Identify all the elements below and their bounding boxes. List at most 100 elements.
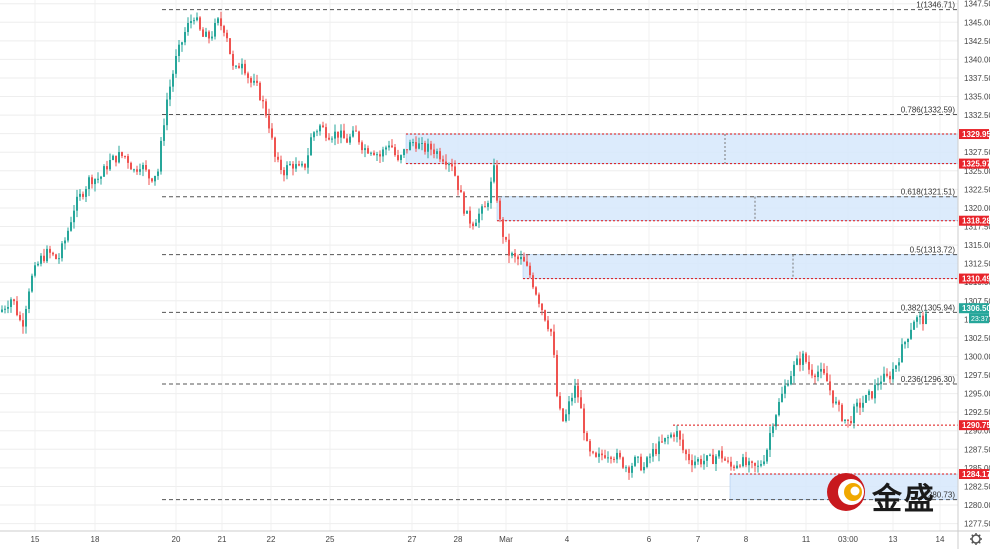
candle-body	[388, 145, 390, 148]
candle-body	[49, 248, 51, 253]
candle-body	[460, 190, 462, 193]
candle-body	[751, 461, 753, 463]
candle-body	[712, 454, 714, 464]
candle-body	[730, 461, 732, 467]
candle-body	[4, 308, 6, 310]
candle-body	[589, 441, 591, 452]
candle-body	[130, 162, 132, 170]
fib-level-label: 0.618(1321.51)	[901, 188, 956, 197]
candle-body	[70, 222, 72, 231]
candle-body	[700, 458, 702, 465]
candle-body	[922, 315, 924, 325]
candle-body	[739, 465, 741, 467]
candle-body	[742, 457, 744, 467]
settings-gear-icon[interactable]	[970, 533, 982, 545]
candle-body	[91, 177, 93, 185]
candle-body	[82, 193, 84, 197]
candle-body	[247, 73, 249, 78]
candle-body	[580, 397, 582, 409]
candle-body	[178, 44, 180, 56]
candle-body	[289, 163, 291, 166]
candle-body	[784, 385, 786, 394]
candle-body	[214, 23, 216, 37]
candle-body	[259, 82, 261, 100]
price-tick-label: 1337.50	[964, 74, 990, 83]
candle-body	[703, 460, 705, 465]
candle-body	[52, 252, 54, 255]
candle-body	[511, 253, 513, 256]
candle-body	[823, 368, 825, 374]
price-tick-label: 1332.50	[964, 111, 990, 120]
price-tick-label: 1295.00	[964, 390, 990, 399]
candle-body	[124, 156, 126, 158]
candle-body	[28, 291, 30, 309]
fib-level-label: 0.786(1332.59)	[901, 105, 956, 114]
candle-body	[550, 329, 552, 332]
candle-body	[568, 401, 570, 415]
candle-body	[67, 230, 69, 241]
candle-body	[745, 457, 747, 466]
candle-body	[649, 456, 651, 458]
candle-layer	[1, 11, 927, 480]
candle-body	[463, 192, 465, 214]
candle-body	[349, 136, 351, 143]
candle-body	[268, 115, 270, 129]
candle-body	[391, 145, 393, 148]
candle-body	[913, 321, 915, 330]
candle-body	[760, 464, 762, 466]
candle-body	[778, 401, 780, 416]
price-tick-label: 1292.50	[964, 408, 990, 417]
candle-body	[145, 165, 147, 170]
candle-body	[694, 461, 696, 466]
candle-body	[520, 256, 522, 260]
candle-body	[592, 451, 594, 453]
candle-body	[559, 396, 561, 409]
candle-body	[805, 353, 807, 362]
candle-body	[796, 358, 798, 365]
candle-body	[553, 331, 555, 355]
candle-body	[409, 142, 411, 151]
candle-body	[256, 80, 258, 83]
candle-body	[403, 149, 405, 156]
candle-body	[169, 86, 171, 100]
candle-body	[274, 137, 276, 157]
candle-body	[97, 178, 99, 180]
candle-body	[532, 275, 534, 288]
candle-body	[199, 17, 201, 30]
candle-body	[436, 151, 438, 154]
price-tag-label: 1310.49	[962, 275, 990, 284]
candle-body	[76, 196, 78, 211]
candle-body	[451, 164, 453, 167]
candle-body	[895, 365, 897, 369]
candle-body	[211, 36, 213, 39]
candle-body	[604, 455, 606, 458]
candle-body	[355, 130, 357, 132]
candle-body	[640, 456, 642, 471]
candle-body	[658, 441, 660, 455]
candle-body	[535, 287, 537, 295]
candle-body	[19, 315, 21, 321]
time-tick-label: 25	[326, 535, 335, 544]
candle-body	[631, 465, 633, 473]
price-tick-label: 1335.00	[964, 93, 990, 102]
fib-level-label: 0.236(1296.30)	[901, 375, 956, 384]
logo-swirl-icon	[827, 473, 865, 511]
candle-body	[718, 450, 720, 457]
price-tick-label: 1322.50	[964, 185, 990, 194]
price-tag-label: 1329.95	[962, 130, 990, 139]
candle-body	[271, 128, 273, 138]
time-tick-label: 21	[218, 535, 227, 544]
candle-body	[610, 457, 612, 459]
candle-body	[727, 460, 729, 462]
candle-body	[139, 169, 141, 172]
candle-body	[343, 130, 345, 139]
candle-body	[643, 466, 645, 471]
candle-body	[34, 265, 36, 276]
candle-body	[817, 371, 819, 378]
candle-body	[193, 20, 195, 22]
candle-body	[682, 439, 684, 451]
candle-body	[397, 155, 399, 161]
price-tick-label: 1300.00	[964, 352, 990, 361]
candle-body	[133, 169, 135, 171]
